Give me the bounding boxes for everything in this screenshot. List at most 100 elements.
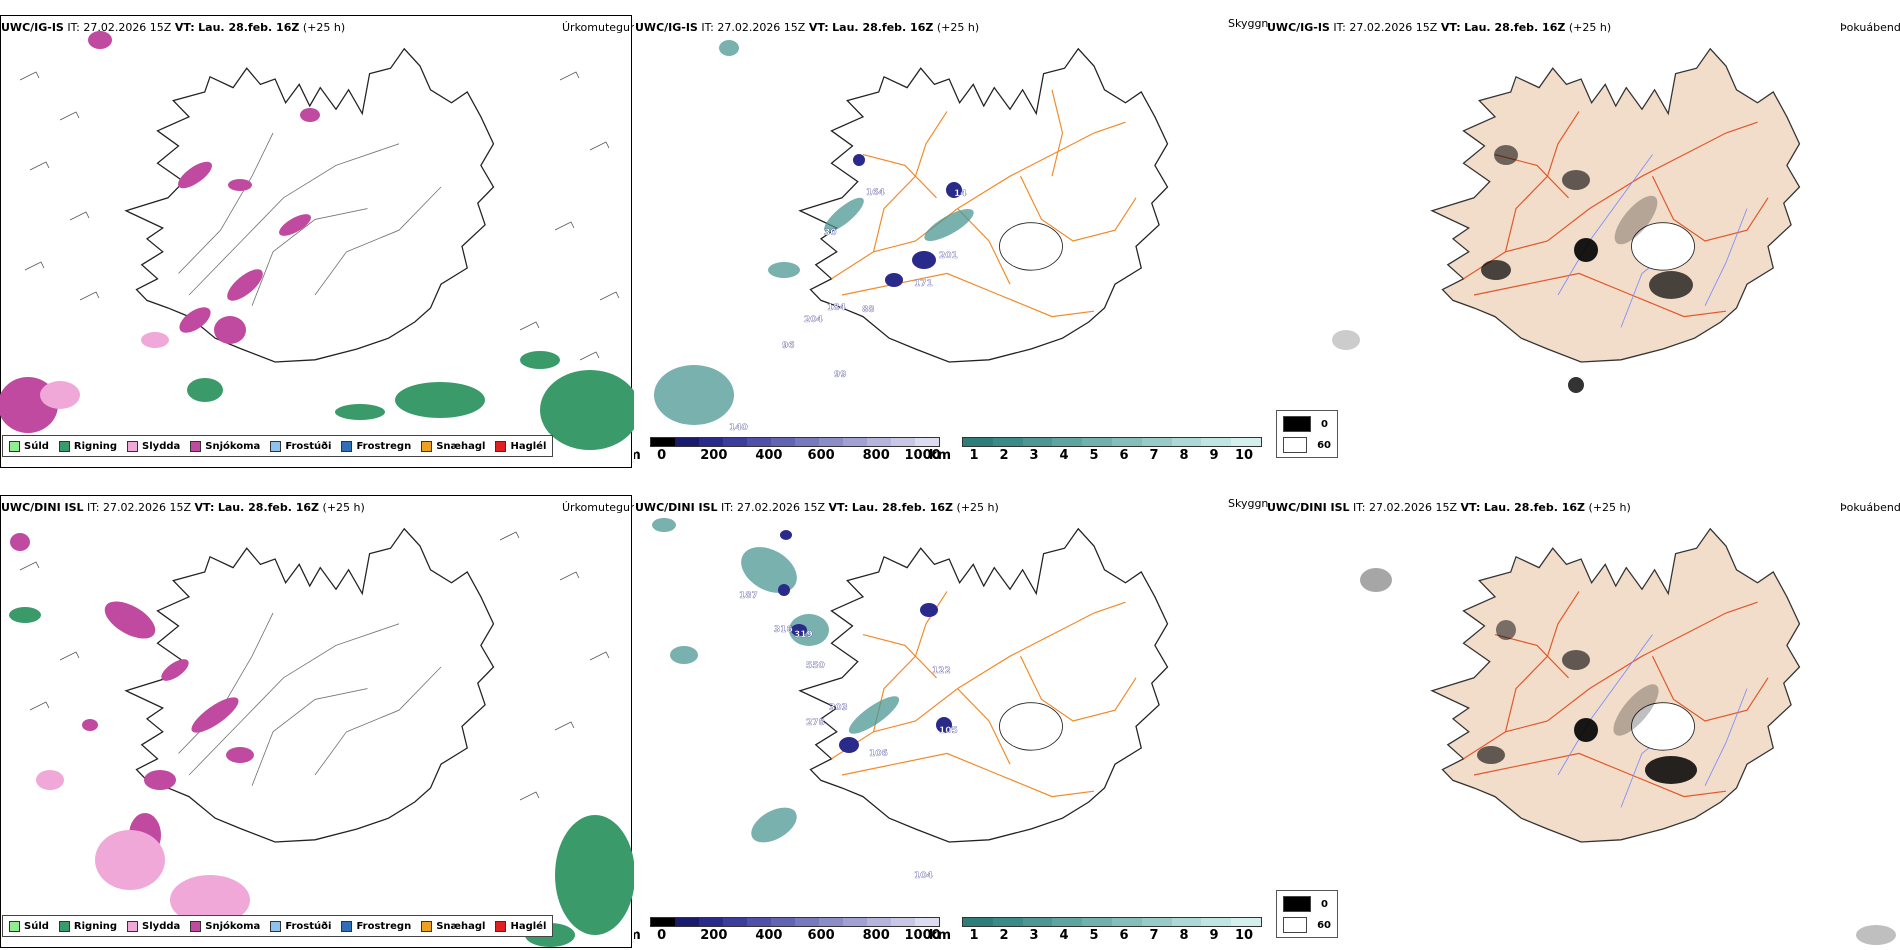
visibility-strip bbox=[962, 917, 1262, 927]
visibility-swatch bbox=[1171, 918, 1202, 926]
legend-item-rain: Rigning bbox=[58, 440, 118, 452]
visibility-strip bbox=[962, 437, 1262, 447]
vt-value: Lau. 28.feb. 16Z bbox=[198, 21, 300, 34]
panel-header: UWC/DINI ISL IT: 27.02.2026 15Z VT: Lau.… bbox=[635, 501, 999, 514]
height-swatch bbox=[819, 918, 843, 926]
wind-barbs bbox=[19, 531, 610, 801]
height-unit: m bbox=[634, 448, 641, 463]
height-tick: 600 bbox=[807, 448, 835, 463]
visibility-swatch bbox=[1201, 918, 1232, 926]
it-label: IT: bbox=[1333, 21, 1346, 34]
vt-value: Lau. 28.feb. 16Z bbox=[217, 501, 320, 514]
height-label: 140 bbox=[729, 423, 748, 433]
fog-legend-row: 0 bbox=[1283, 896, 1331, 912]
height-tick: 0 bbox=[657, 928, 667, 943]
snow-swatch bbox=[190, 920, 202, 932]
panel-header: UWC/IG-IS IT: 27.02.2026 15Z VT: Lau. 28… bbox=[635, 21, 979, 34]
lead-time: (+25 h) bbox=[1568, 21, 1612, 34]
visibility-tick: 8 bbox=[1179, 928, 1189, 943]
legend-label: Slydda bbox=[142, 440, 181, 452]
legend-label: Frostregn bbox=[356, 920, 412, 932]
visibility-tick: 3 bbox=[1029, 448, 1039, 463]
legend-label: Snjókoma bbox=[205, 440, 261, 452]
visibility-map-2: 187 316 319 550 303 278 106 122 105 104 bbox=[652, 518, 1169, 881]
it-value: 27.02.2026 15Z bbox=[717, 21, 806, 34]
height-swatch bbox=[915, 918, 939, 926]
visibility-tick: 8 bbox=[1179, 448, 1189, 463]
height-ticks: m 0 200 400 600 800 1000 bbox=[634, 447, 941, 463]
panel-header: UWC/IG-IS IT: 27.02.2026 15Z VT: Lau. 28… bbox=[1, 21, 345, 34]
visibility-swatch bbox=[1201, 438, 1232, 446]
height-swatch bbox=[747, 438, 771, 446]
snow-swatch bbox=[190, 440, 202, 452]
it-label: IT: bbox=[67, 21, 80, 34]
visibility-tick: 5 bbox=[1089, 928, 1099, 943]
lead-time: (+25 h) bbox=[322, 501, 365, 514]
hail-swatch bbox=[495, 920, 507, 932]
height-swatch bbox=[651, 438, 675, 446]
height-swatch bbox=[699, 918, 723, 926]
model-name: UWC/DINI ISL bbox=[635, 501, 718, 514]
visibility-swatch bbox=[1231, 438, 1261, 446]
visibility-tick: 3 bbox=[1029, 928, 1039, 943]
fog-legend: 0 60 bbox=[1276, 890, 1338, 938]
freezing-rain-swatch bbox=[341, 920, 353, 932]
fog-legend-value: 60 bbox=[1317, 439, 1331, 451]
legend-item-sleet: Slydda bbox=[127, 440, 181, 452]
visibility-colorbar: km 1 2 3 4 5 6 7 8 9 10 bbox=[929, 437, 1262, 463]
visibility-swatch bbox=[1022, 438, 1053, 446]
freezing-rain-swatch bbox=[341, 440, 353, 452]
cloud-base bbox=[778, 530, 952, 753]
height-label: 30 bbox=[824, 228, 837, 238]
height-label: 104 bbox=[914, 871, 933, 881]
precip-legend: Súld Rigning Slydda Snjókoma Frostúði Fr… bbox=[2, 915, 554, 937]
vt-value: Lau. 28.feb. 16Z bbox=[851, 501, 954, 514]
height-label: 201 bbox=[939, 251, 958, 261]
fog-legend-value: 0 bbox=[1321, 418, 1328, 430]
height-tick: 400 bbox=[755, 448, 783, 463]
vt-label: VT: bbox=[194, 501, 215, 514]
visibility-swatch bbox=[1171, 438, 1202, 446]
height-swatch bbox=[723, 918, 747, 926]
visibility-tick: 4 bbox=[1059, 448, 1069, 463]
visibility-swatch bbox=[963, 918, 993, 926]
it-value: 27.02.2026 15Z bbox=[83, 21, 172, 34]
precip-type-panel-1: UWC/IG-IS IT: 27.02.2026 15Z VT: Lau. 28… bbox=[0, 0, 634, 468]
visibility-tick: 7 bbox=[1149, 448, 1159, 463]
it-value: 27.02.2026 15Z bbox=[1349, 21, 1438, 34]
rain-areas bbox=[9, 607, 634, 947]
freezing-drizzle-swatch bbox=[270, 920, 282, 932]
fog-shading bbox=[1332, 145, 1693, 393]
legend-label: Rigning bbox=[73, 440, 118, 452]
vt-value: Lau. 28.feb. 16Z bbox=[1464, 21, 1566, 34]
sleet-swatch bbox=[127, 920, 139, 932]
height-swatch bbox=[675, 438, 699, 446]
visibility-swatch bbox=[1082, 438, 1112, 446]
snow-pellets-swatch bbox=[421, 440, 433, 452]
legend-item-freezing-rain: Frostregn bbox=[341, 920, 412, 932]
height-label: 187 bbox=[739, 591, 758, 601]
height-colorbar: m 0 200 400 600 800 1000 bbox=[634, 437, 941, 463]
it-label: IT: bbox=[87, 501, 100, 514]
height-swatch bbox=[843, 918, 867, 926]
precip-type-map-1 bbox=[0, 31, 634, 450]
visibility-title: Skyggni bbox=[1228, 497, 1268, 510]
height-swatch bbox=[915, 438, 939, 446]
fog-panel-2: UWC/DINI ISL IT: 27.02.2026 15Z VT: Lau.… bbox=[1266, 480, 1900, 948]
rain-areas bbox=[187, 351, 634, 450]
fog-legend: 0 60 bbox=[1276, 410, 1338, 458]
vt-label: VT: bbox=[1440, 21, 1461, 34]
height-swatch bbox=[867, 438, 891, 446]
height-label: 303 bbox=[829, 703, 848, 713]
height-label: 88 bbox=[862, 305, 875, 315]
height-label: 96 bbox=[782, 341, 795, 351]
visibility-tick: 9 bbox=[1209, 448, 1219, 463]
fog-legend-row: 0 bbox=[1283, 416, 1331, 432]
legend-label: Snæhagl bbox=[436, 440, 486, 452]
height-swatch bbox=[843, 438, 867, 446]
legend-item-sleet: Slydda bbox=[127, 920, 180, 932]
height-label: 14 bbox=[954, 189, 967, 199]
legend-label: Súld bbox=[24, 440, 49, 452]
fog-swatch-white bbox=[1283, 437, 1308, 453]
visibility-swatch bbox=[1111, 918, 1142, 926]
